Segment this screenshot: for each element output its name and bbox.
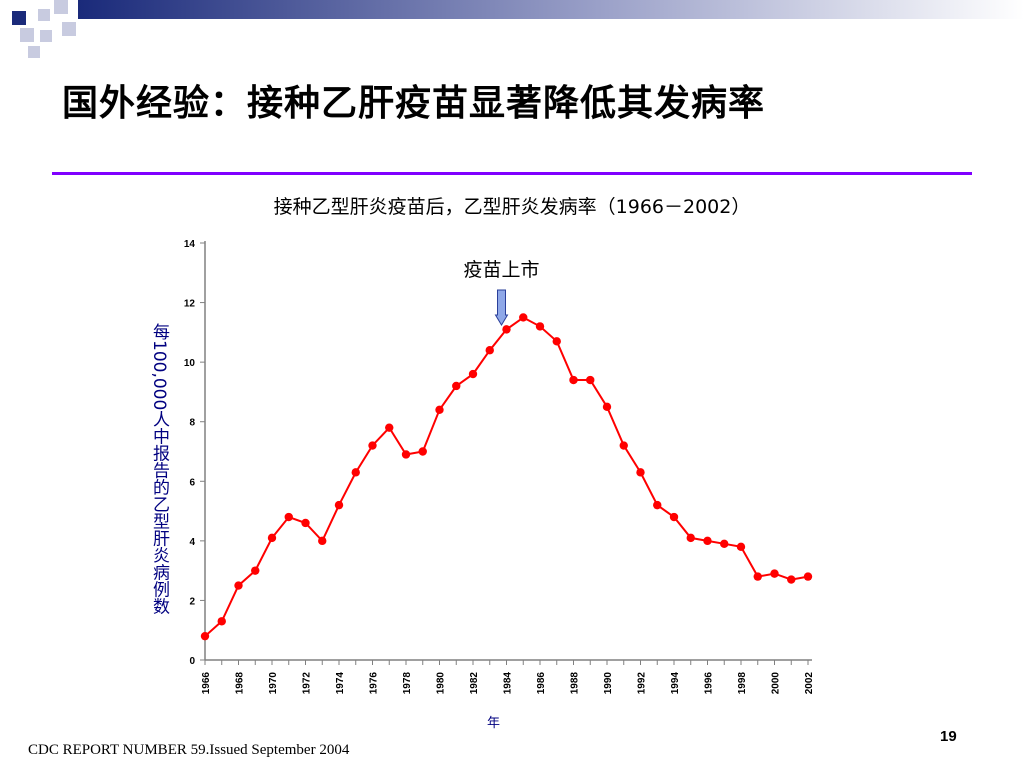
x-tick-label: 2002: [804, 672, 815, 695]
data-point: [334, 500, 344, 510]
data-point: [418, 447, 427, 456]
y-tick-label: 0: [189, 656, 195, 667]
x-tick-label: 1996: [704, 672, 715, 695]
data-point: [368, 441, 377, 450]
data-point: [535, 322, 545, 331]
x-axis-label: 年: [487, 716, 501, 731]
data-point: [385, 423, 394, 432]
data-point: [787, 575, 796, 584]
title-divider: [52, 172, 972, 175]
x-tick-label: 1972: [302, 672, 313, 695]
x-tick-label: 1992: [637, 672, 648, 695]
annotation-label: 疫苗上市: [463, 259, 539, 281]
annotation-arrow: [494, 289, 509, 326]
data-point: [284, 512, 293, 522]
data-point: [803, 572, 813, 581]
data-point: [669, 512, 679, 522]
data-point: [267, 533, 277, 543]
data-point: [485, 346, 494, 355]
x-tick-label: 1976: [369, 672, 380, 695]
data-point: [753, 572, 762, 581]
x-tick-label: 1982: [469, 672, 480, 695]
data-point: [435, 405, 444, 414]
chart-title: 接种乙型肝炎疫苗后，乙型肝炎发病率（1966－2002）: [273, 196, 751, 218]
data-point: [519, 313, 528, 322]
y-tick-label: 12: [184, 299, 196, 310]
data-point: [318, 536, 327, 546]
decor-square: [40, 30, 52, 42]
data-point: [452, 381, 461, 391]
slide-title: 国外经验：接种乙肝疫苗显著降低其发病率: [62, 83, 766, 124]
data-point: [301, 518, 310, 528]
decor-square: [38, 9, 50, 21]
x-tick-label: 1994: [670, 672, 681, 695]
data-point: [217, 617, 226, 626]
x-tick-label: 1974: [335, 672, 346, 695]
x-tick-label: 1968: [235, 672, 246, 695]
data-point: [686, 533, 695, 543]
header-gradient-bar: [78, 0, 1024, 19]
series-line: [204, 316, 809, 637]
data-point: [502, 325, 511, 334]
x-tick-label: 1988: [570, 672, 581, 695]
x-tick-label: 1986: [536, 672, 547, 695]
data-point: [401, 450, 411, 459]
page-number: 19: [940, 728, 957, 745]
data-point: [653, 500, 662, 510]
decor-square: [62, 22, 76, 36]
data-point: [351, 468, 360, 477]
y-tick-label: 6: [189, 477, 195, 488]
x-tick-label: 1966: [201, 672, 212, 695]
decor-square: [54, 0, 68, 14]
data-point: [586, 375, 595, 385]
data-point: [552, 337, 561, 346]
footer-citation: CDC REPORT NUMBER 59.Issued September 20…: [28, 742, 350, 758]
decor-square: [20, 28, 34, 42]
data-point: [770, 569, 779, 578]
x-tick-label: 2000: [771, 672, 782, 695]
decor-square: [28, 46, 40, 58]
x-tick-label: 1984: [503, 672, 514, 695]
x-tick-label: 1998: [737, 672, 748, 695]
data-point: [619, 441, 628, 450]
y-tick-label: 4: [189, 537, 195, 548]
data-point: [720, 539, 729, 549]
data-point: [736, 542, 746, 552]
y-tick-label: 14: [184, 239, 196, 250]
data-point: [251, 566, 260, 575]
x-tick-label: 1990: [603, 672, 614, 695]
x-tick-label: 1970: [268, 672, 279, 695]
header-decoration: [12, 0, 1024, 58]
x-tick-label: 1980: [436, 672, 447, 695]
y-axis-label: 每100,000人中报告的乙型肝炎病例数: [149, 323, 169, 615]
data-point: [468, 369, 478, 379]
data-point: [602, 402, 612, 412]
data-point: [234, 581, 243, 590]
data-point: [200, 631, 210, 641]
y-tick-label: 2: [189, 596, 195, 607]
x-tick-label: 1978: [402, 672, 413, 695]
data-point: [636, 468, 645, 477]
data-point: [569, 375, 578, 385]
y-tick-label: 10: [184, 358, 196, 369]
y-tick-label: 8: [189, 418, 195, 429]
decor-square: [12, 11, 26, 25]
data-point: [703, 536, 712, 546]
